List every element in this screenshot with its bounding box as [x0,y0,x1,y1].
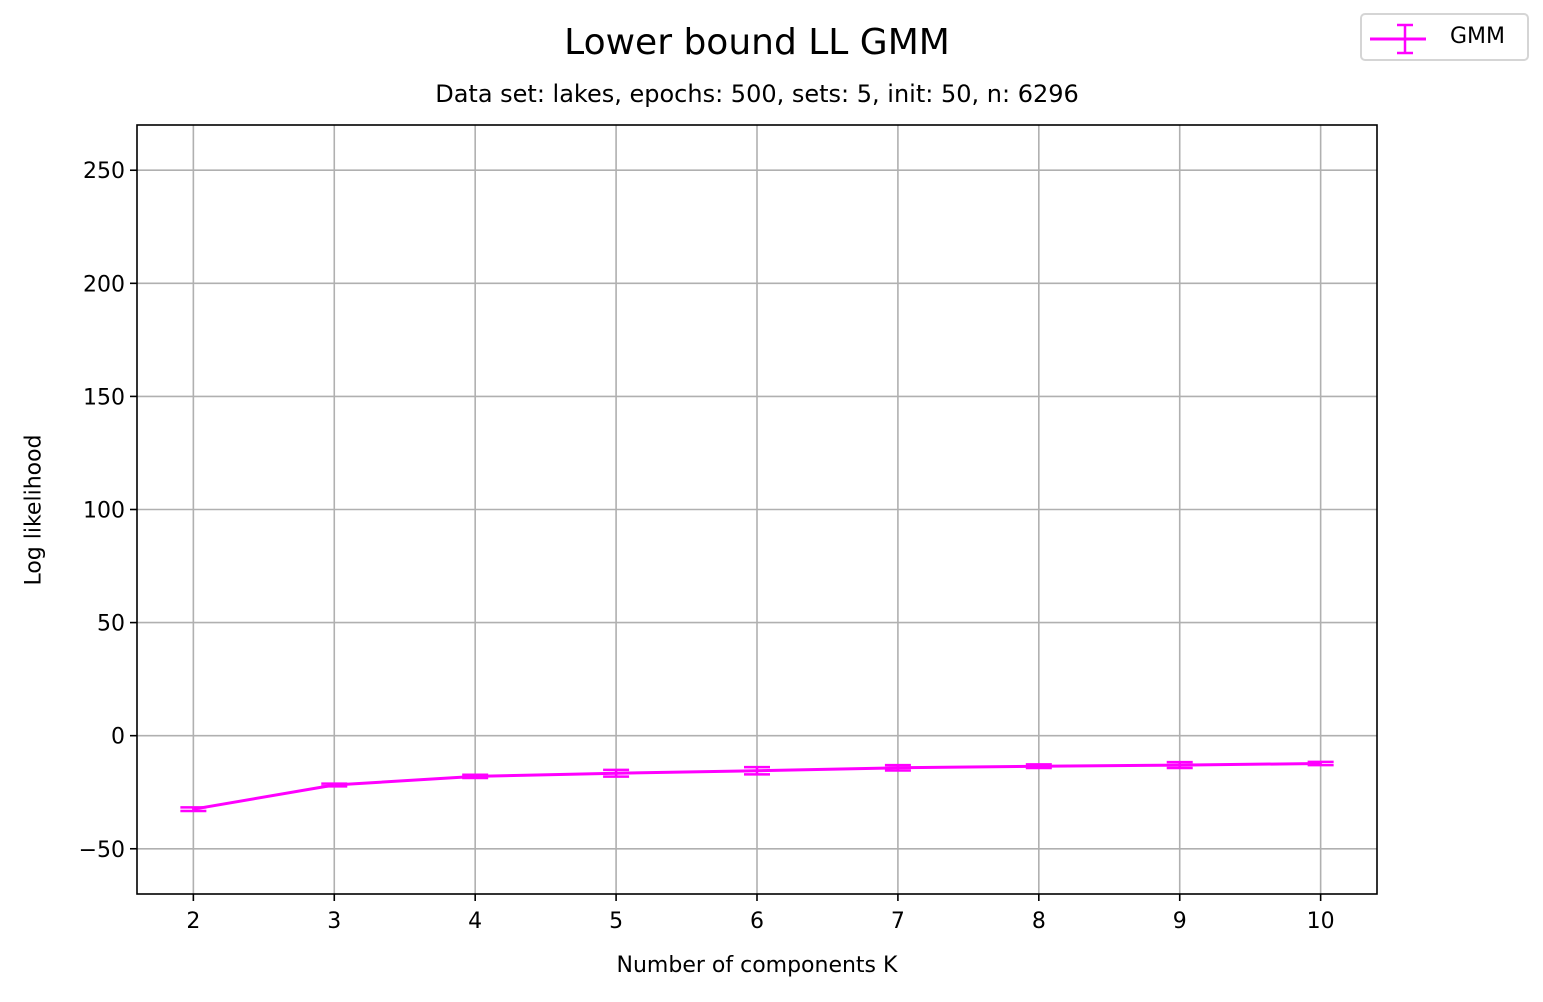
grid-lines [137,125,1377,894]
x-axis-ticks: 2 3 4 5 6 7 8 9 10 [186,894,1335,934]
plot-frame [136,124,1378,895]
x-tick-label: 9 [1173,909,1187,934]
x-tick-label: 3 [327,909,341,934]
x-tick-label: 6 [750,909,764,934]
legend-errorbar-icon [1370,23,1426,55]
y-tick-label: 100 [83,499,125,524]
x-tick-label: 4 [468,909,482,934]
y-tick-label: 200 [83,272,125,297]
x-tick-label: 2 [186,909,200,934]
legend: GMM [1360,13,1529,61]
chart-title: Lower bound LL GMM [564,22,950,63]
y-tick-label: −50 [79,838,125,863]
x-tick-label: 10 [1307,909,1335,934]
x-axis-label: Number of components K [616,953,898,978]
x-tick-label: 8 [1032,909,1046,934]
y-axis-label: Log likelihood [21,434,47,586]
y-tick-label: 150 [83,385,125,410]
y-tick-label: 50 [97,612,125,637]
legend-label-gmm: GMM [1450,24,1506,49]
chart-subtitle: Data set: lakes, epochs: 500, sets: 5, i… [435,80,1079,108]
y-axis-ticks: −50 0 50 100 150 200 250 [79,159,137,863]
x-tick-label: 7 [891,909,905,934]
series-layer [180,760,1334,813]
y-tick-label: 0 [111,725,125,750]
x-tick-label: 5 [609,909,623,934]
y-tick-label: 250 [83,159,125,184]
